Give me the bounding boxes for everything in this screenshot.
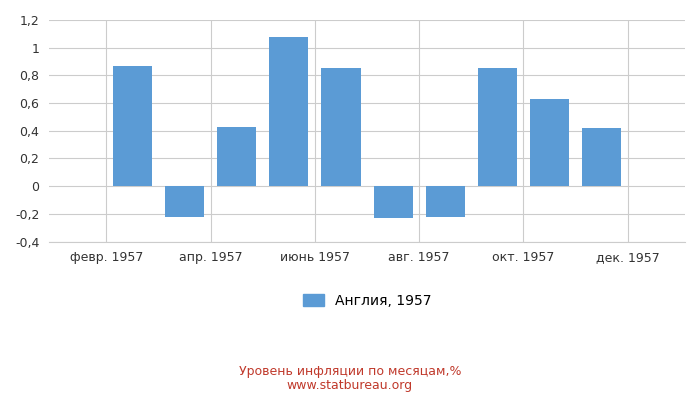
Legend: Англия, 1957: Англия, 1957 xyxy=(298,288,437,314)
Bar xyxy=(270,37,309,186)
Bar xyxy=(113,66,152,186)
Bar xyxy=(426,186,465,216)
Text: Уровень инфляции по месяцам,%: Уровень инфляции по месяцам,% xyxy=(239,366,461,378)
Bar xyxy=(321,68,360,186)
Bar xyxy=(374,186,413,218)
Bar xyxy=(478,68,517,186)
Bar xyxy=(165,186,204,216)
Bar xyxy=(582,128,621,186)
Bar xyxy=(530,99,569,186)
Bar xyxy=(217,126,256,186)
Text: www.statbureau.org: www.statbureau.org xyxy=(287,380,413,392)
